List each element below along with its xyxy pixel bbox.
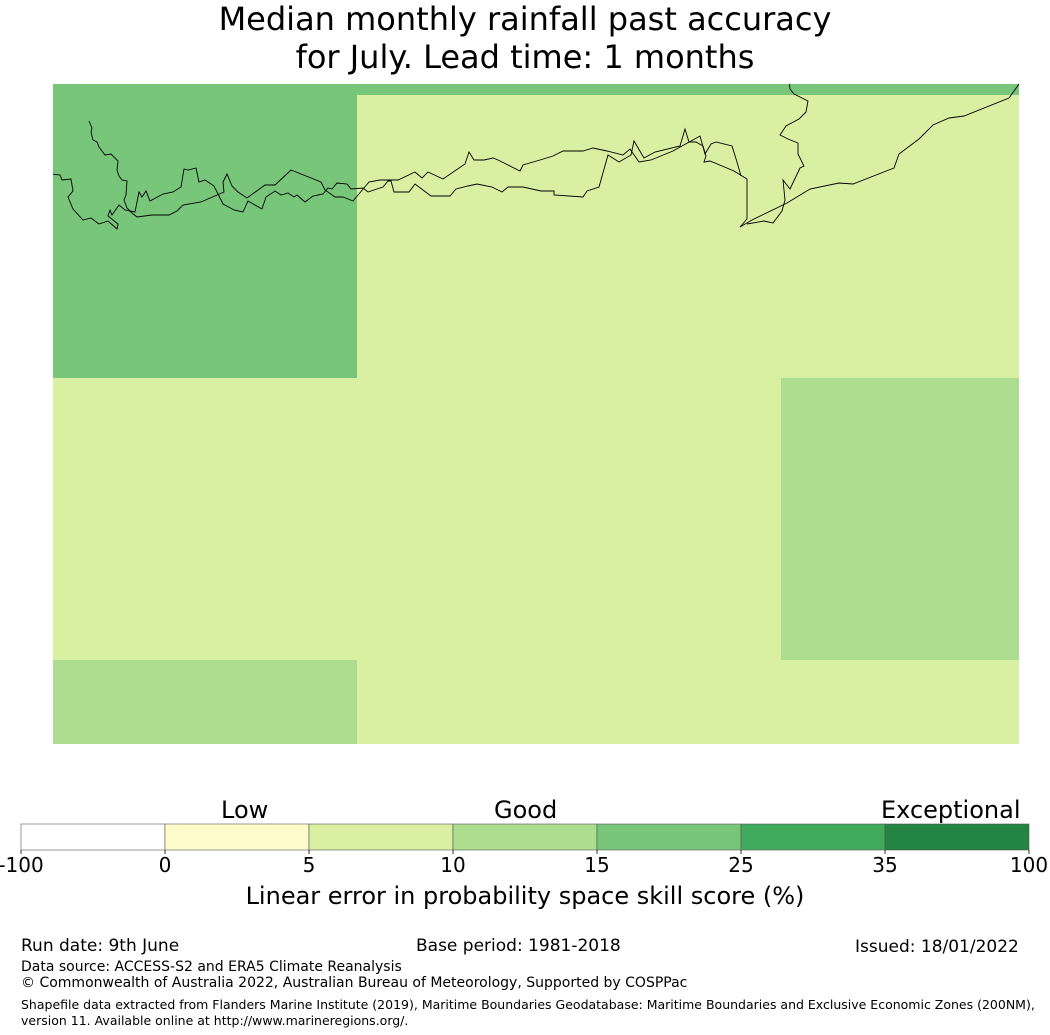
colorbar-bin: [884, 823, 1030, 851]
colorbar-tick-label: 35: [872, 853, 897, 877]
colorbar: -100 0 5 10 15 25 35 100: [0, 823, 1048, 877]
eez-outline: [746, 84, 809, 225]
colorbar-label-low: Low: [221, 796, 269, 824]
issued-date: Issued: 18/01/2022: [855, 937, 1019, 957]
colorbar-tick-label: -100: [0, 853, 44, 877]
map-cell-top-strip: [53, 84, 1019, 95]
shapefile-credit: Shapefile data extracted from Flanders M…: [21, 997, 1035, 1028]
eez-boundary-line: [739, 84, 1019, 228]
colorbar-label-good: Good: [494, 796, 558, 824]
eez-boundary: [53, 84, 1019, 230]
map-cell-east: [781, 378, 1019, 660]
eez-boundary-outline: [746, 84, 809, 225]
colorbar-tick-label: 0: [159, 853, 172, 877]
colorbar-bin: [740, 823, 886, 851]
data-source: Data source: ACCESS-S2 and ERA5 Climate …: [21, 959, 402, 975]
colorbar-tick-label: 5: [303, 853, 316, 877]
colorbar-bin: [596, 823, 742, 851]
title-line-1: Median monthly rainfall past accuracy: [218, 0, 832, 38]
title-line-2: for July. Lead time: 1 months: [295, 38, 755, 76]
colorbar-tick-label: 100: [1010, 853, 1048, 877]
colorbar-label-exceptional: Exceptional: [881, 796, 1021, 824]
map-cell-southwest: [53, 660, 357, 744]
eez-boundary-main-line: [88, 120, 742, 218]
colorbar-bin: [20, 823, 166, 851]
colorbar-bin: [164, 823, 310, 851]
eez-boundary-main: [88, 120, 742, 218]
map-cell-northwest: [53, 84, 357, 378]
chart-title: Median monthly rainfall past accuracy fo…: [0, 0, 1050, 76]
skill-map: [53, 84, 1019, 744]
colorbar-tick-label: 15: [584, 853, 609, 877]
copyright: © Commonwealth of Australia 2022, Austra…: [21, 975, 688, 991]
colorbar-bin: [308, 823, 454, 851]
run-date: Run date: 9th June: [21, 936, 180, 956]
colorbar-tick-label: 10: [440, 853, 465, 877]
colorbar-bin: [452, 823, 598, 851]
eez-boundary-line: [53, 127, 748, 230]
colorbar-axis-label: Linear error in probability space skill …: [245, 882, 805, 910]
base-period: Base period: 1981-2018: [416, 936, 621, 956]
colorbar-tick-label: 25: [728, 853, 753, 877]
